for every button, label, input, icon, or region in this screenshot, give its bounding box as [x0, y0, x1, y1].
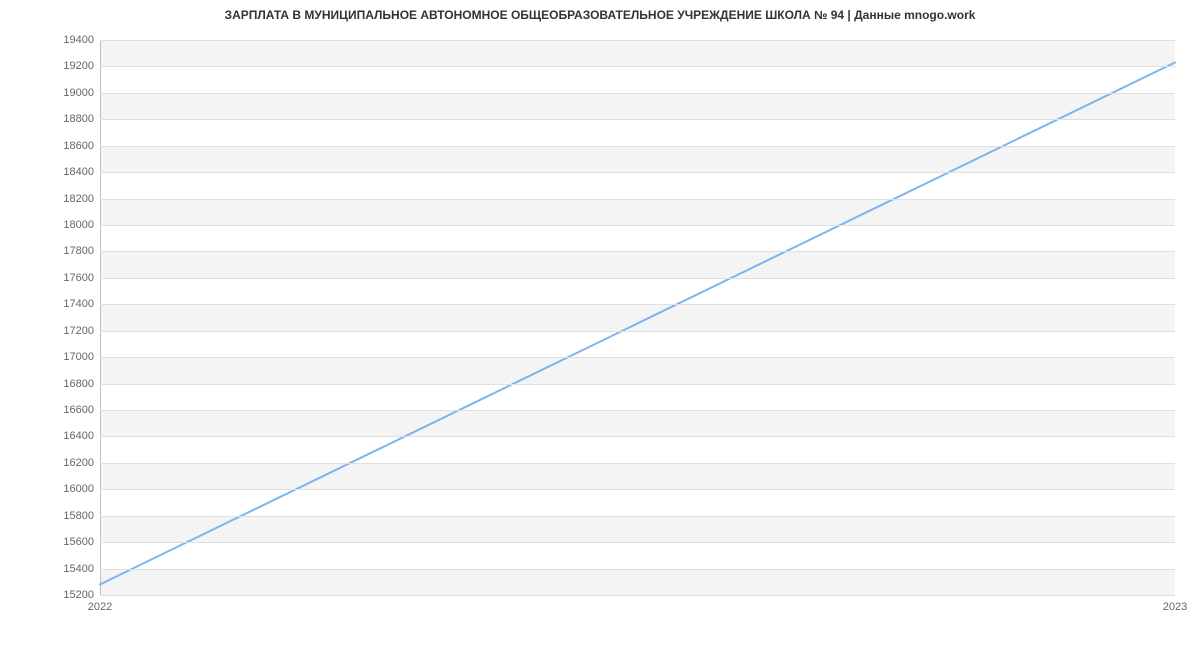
y-tick-label: 17400 [63, 298, 94, 310]
y-tick-label: 16800 [63, 378, 94, 390]
y-gridline [100, 199, 1175, 200]
y-gridline [100, 40, 1175, 41]
y-gridline [100, 463, 1175, 464]
y-tick-label: 16200 [63, 457, 94, 469]
y-tick-label: 19400 [63, 34, 94, 46]
y-gridline [100, 146, 1175, 147]
y-gridline [100, 66, 1175, 67]
y-gridline [100, 357, 1175, 358]
y-tick-label: 17200 [63, 325, 94, 337]
chart-container: ЗАРПЛАТА В МУНИЦИПАЛЬНОЕ АВТОНОМНОЕ ОБЩЕ… [0, 0, 1200, 650]
y-gridline [100, 225, 1175, 226]
chart-title: ЗАРПЛАТА В МУНИЦИПАЛЬНОЕ АВТОНОМНОЕ ОБЩЕ… [0, 8, 1200, 22]
y-tick-label: 17600 [63, 272, 94, 284]
y-tick-label: 15600 [63, 536, 94, 548]
y-tick-label: 15800 [63, 510, 94, 522]
series-line-salary [100, 62, 1175, 584]
y-tick-label: 18200 [63, 193, 94, 205]
y-gridline [100, 93, 1175, 94]
y-tick-label: 18800 [63, 113, 94, 125]
y-tick-label: 17800 [63, 245, 94, 257]
y-tick-label: 18400 [63, 166, 94, 178]
y-tick-label: 18600 [63, 140, 94, 152]
y-gridline [100, 304, 1175, 305]
y-tick-label: 15200 [63, 589, 94, 601]
y-gridline [100, 489, 1175, 490]
y-tick-label: 17000 [63, 351, 94, 363]
y-tick-label: 18000 [63, 219, 94, 231]
y-gridline [100, 278, 1175, 279]
x-tick-label: 2023 [1163, 601, 1187, 613]
y-tick-label: 19000 [63, 87, 94, 99]
y-gridline [100, 569, 1175, 570]
y-gridline [100, 542, 1175, 543]
y-tick-label: 15400 [63, 563, 94, 575]
y-gridline [100, 119, 1175, 120]
y-gridline [100, 436, 1175, 437]
line-layer [100, 40, 1175, 595]
y-gridline [100, 251, 1175, 252]
y-gridline [100, 410, 1175, 411]
y-tick-label: 16400 [63, 430, 94, 442]
y-gridline [100, 331, 1175, 332]
y-gridline [100, 384, 1175, 385]
y-tick-label: 16600 [63, 404, 94, 416]
plot-area: 1520015400156001580016000162001640016600… [100, 40, 1175, 595]
y-gridline [100, 516, 1175, 517]
x-tick-label: 2022 [88, 601, 112, 613]
y-tick-label: 16000 [63, 483, 94, 495]
y-tick-label: 19200 [63, 60, 94, 72]
y-gridline [100, 172, 1175, 173]
y-gridline [100, 595, 1175, 596]
